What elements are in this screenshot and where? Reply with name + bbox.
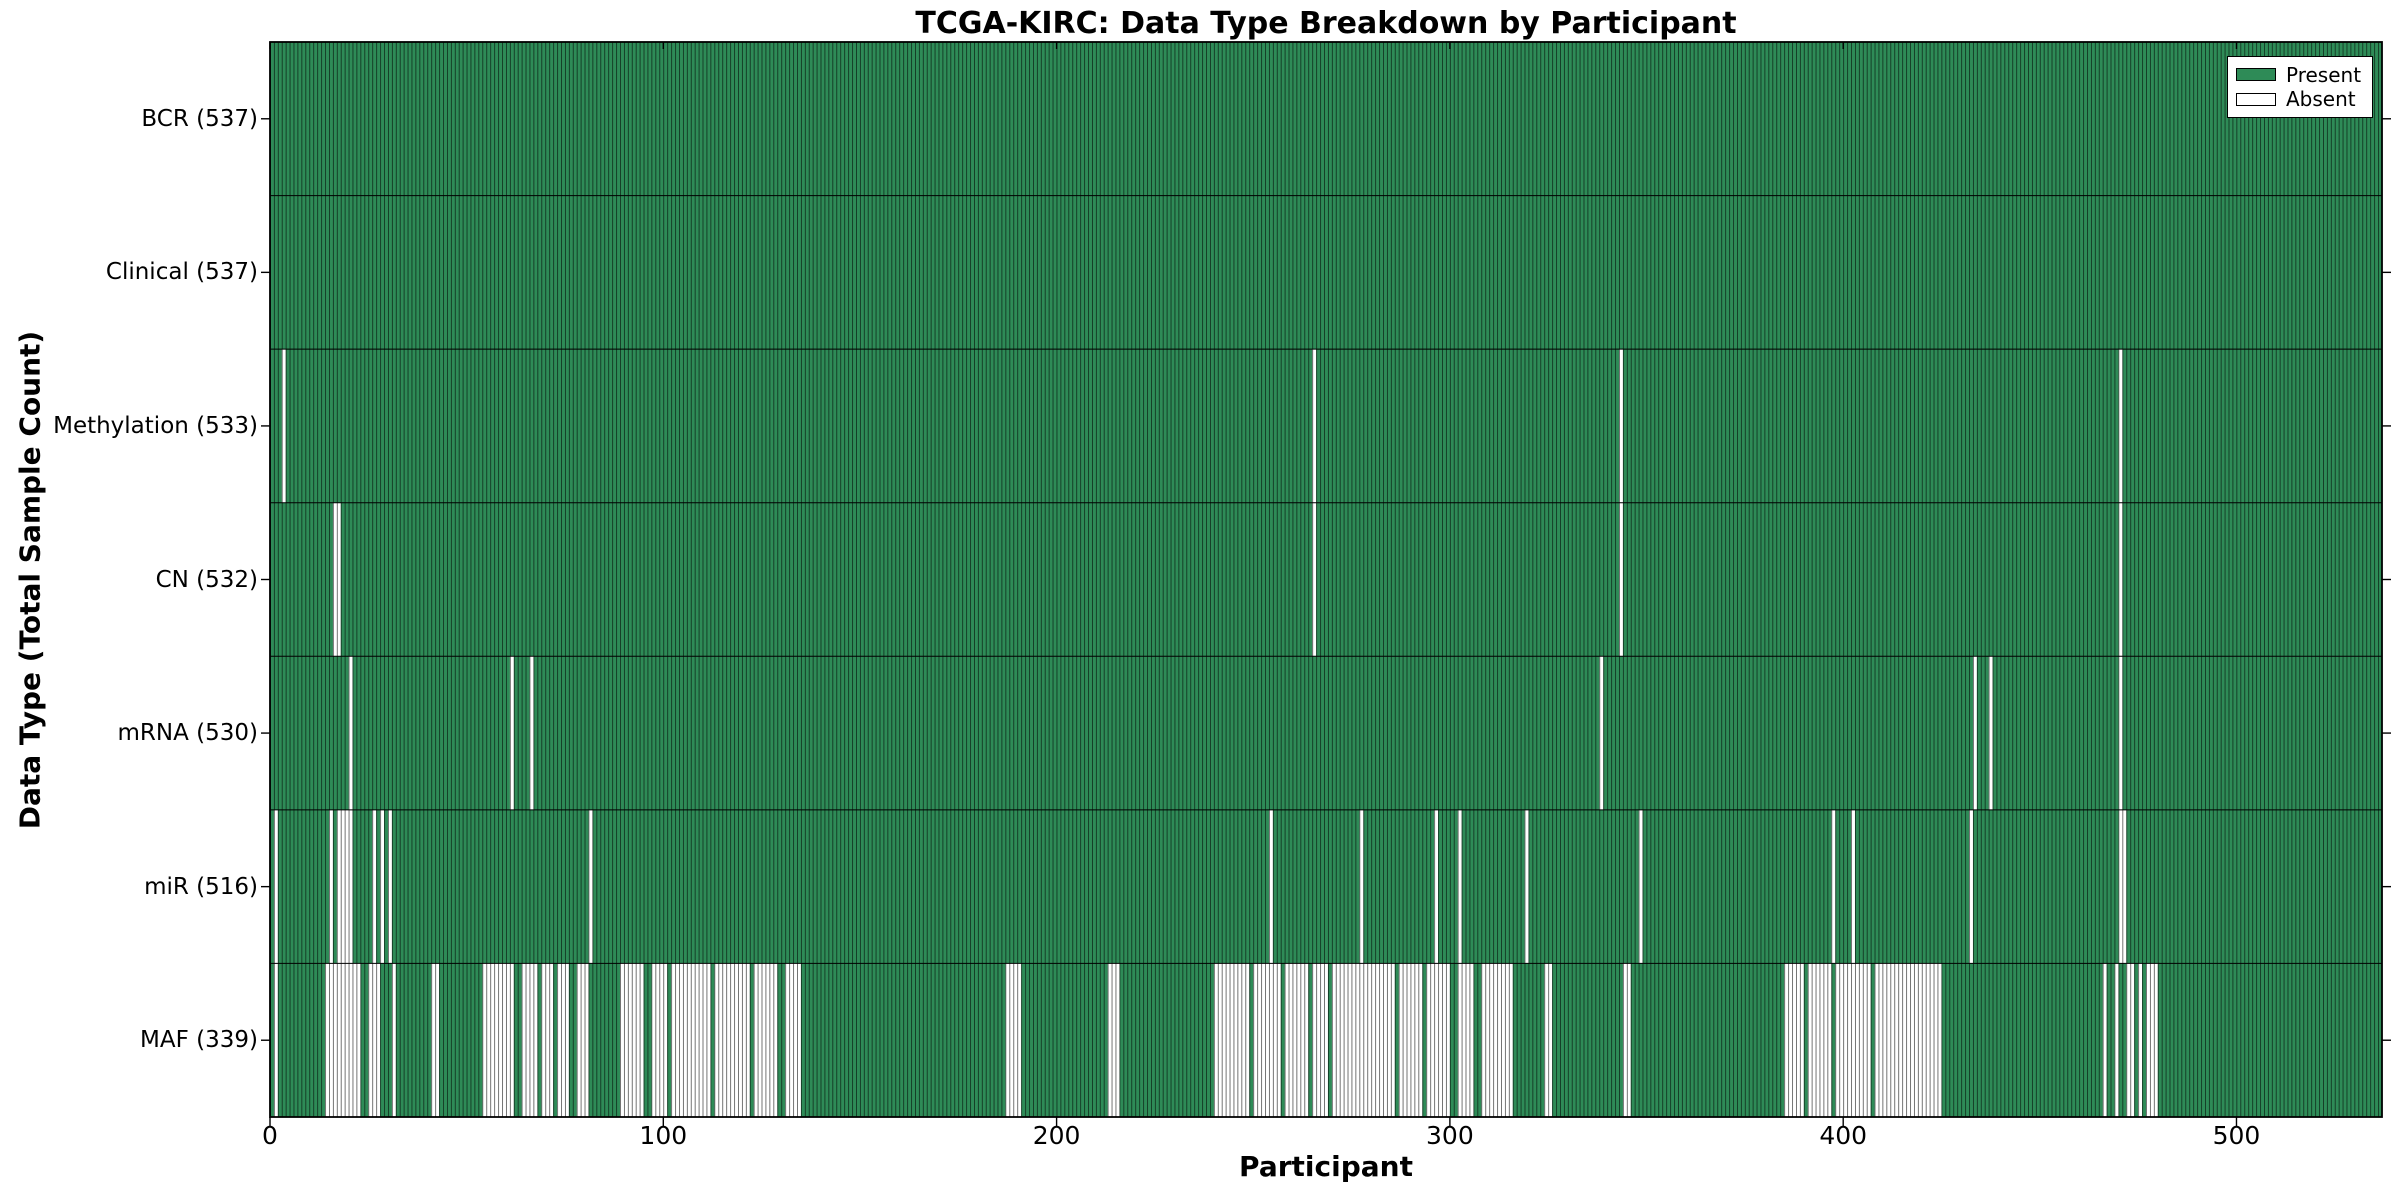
- x-tick-label: 200: [1032, 1121, 1081, 1150]
- x-tick-label: 100: [639, 1121, 688, 1150]
- x-axis-label: Participant: [1239, 1150, 1413, 1183]
- x-tick-label: 500: [2212, 1121, 2261, 1150]
- bar-edge-stripes: [270, 42, 2382, 1117]
- legend-present-swatch-icon: [2236, 68, 2276, 82]
- legend-item-present: Present: [2236, 64, 2364, 86]
- y-tick-label: mRNA (530): [117, 720, 258, 747]
- legend-present-label: Present: [2286, 62, 2362, 87]
- y-tick-label: Methylation (533): [53, 412, 258, 439]
- x-tick-label: 0: [262, 1121, 278, 1150]
- chart-title: TCGA-KIRC: Data Type Breakdown by Partic…: [915, 6, 1737, 41]
- x-tick-label: 400: [1819, 1121, 1868, 1150]
- y-tick-label: BCR (537): [141, 105, 258, 132]
- y-tick-label: MAF (339): [140, 1027, 258, 1054]
- x-tick-label: 300: [1426, 1121, 1474, 1150]
- y-tick-label: CN (532): [155, 566, 258, 593]
- legend-absent-label: Absent: [2286, 87, 2356, 112]
- legend: Present Absent: [2227, 56, 2373, 118]
- y-tick-label: Clinical (537): [105, 259, 258, 286]
- y-tick-label: miR (516): [144, 873, 258, 900]
- legend-item-absent: Absent: [2236, 88, 2364, 110]
- legend-absent-swatch-icon: [2236, 92, 2276, 106]
